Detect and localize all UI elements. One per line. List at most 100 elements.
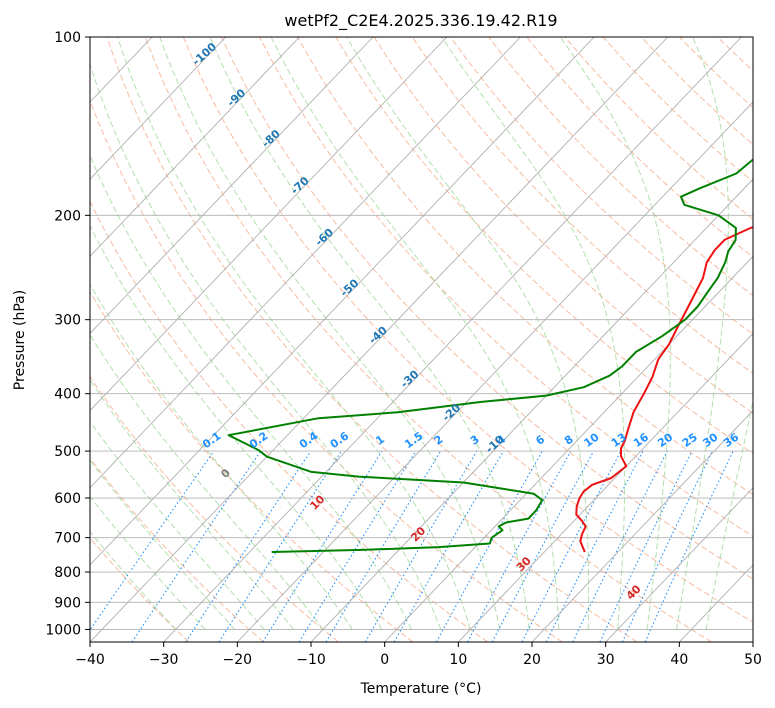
- dry-adiabat-line: [640, 37, 753, 146]
- mixing-ratio-line: [644, 450, 734, 642]
- dry-adiabat-line: [90, 290, 414, 642]
- dry-adiabat-line: [220, 37, 753, 580]
- isotherm-line: [90, 37, 300, 257]
- moist-adiabat-line: [559, 37, 671, 630]
- isotherm-line: [237, 101, 753, 642]
- y-tick-label: 700: [54, 531, 81, 547]
- y-tick-label: 300: [54, 313, 81, 329]
- mixing-ratio-label: 0.6: [328, 429, 352, 451]
- mixing-ratio-label: 36: [721, 430, 741, 450]
- dry-adiabat-line: [144, 37, 712, 642]
- isotherm-line: [90, 37, 595, 566]
- isotherm-label: -10: [483, 433, 507, 456]
- dry-adiabat-line: [90, 457, 264, 642]
- y-tick-label: 900: [54, 595, 81, 611]
- mixing-ratio-label: 3: [468, 433, 482, 448]
- dry-adiabat-label: 40: [624, 582, 644, 602]
- dry-adiabat-line: [259, 37, 753, 537]
- y-tick-label: 100: [54, 30, 81, 46]
- mixing-ratio-label: 1: [373, 433, 387, 448]
- dry-adiabat-line: [297, 37, 753, 496]
- moist-adiabat-line: [270, 37, 560, 630]
- isotherm-label: -40: [366, 324, 390, 347]
- isotherm-label: -100: [190, 40, 219, 68]
- mixing-ratio-label: 0.1: [200, 429, 223, 451]
- moist-adiabat-line: [90, 224, 383, 630]
- isotherm-line: [605, 487, 753, 642]
- moist-adiabat-line: [90, 62, 442, 630]
- mixing-ratio-line: [467, 450, 572, 642]
- moist-adiabat-line: [90, 531, 177, 630]
- dry-adiabat-line: [488, 37, 753, 297]
- moist-adiabat-line: [90, 379, 294, 630]
- isotherm-label: -90: [225, 86, 249, 109]
- isotherm-line: [310, 178, 753, 642]
- x-tick-label: 40: [670, 652, 688, 668]
- x-tick-label: −30: [149, 652, 179, 668]
- dry-adiabat-line: [678, 37, 753, 109]
- axes: −40 −30 −20 −10 0 10 20 30 40 5010020030040050060…: [45, 30, 762, 668]
- x-tick-label: 50: [744, 652, 762, 668]
- moist-adiabat-line: [346, 37, 590, 630]
- isotherm-label: -50: [338, 276, 362, 299]
- dry-adiabat-line: [526, 37, 753, 258]
- dry-adiabat-line: [90, 200, 488, 642]
- y-tick-label: 800: [54, 565, 81, 581]
- mixing-ratio-line: [572, 450, 668, 642]
- temperature-profile-line: [575, 226, 753, 553]
- isotherm-line: [384, 255, 753, 642]
- x-tick-label: −10: [296, 652, 326, 668]
- mixing-ratio-label: 0.2: [247, 429, 270, 451]
- mixing-ratio-line: [435, 450, 543, 642]
- isotherm-label: -70: [288, 174, 312, 197]
- plot-frame: [89, 36, 754, 643]
- mixing-ratio-label: 16: [631, 430, 651, 450]
- dry-adiabat-line: [717, 37, 753, 72]
- isotherm-line: [163, 37, 742, 642]
- moist-adiabat-line: [90, 333, 324, 630]
- dry-adiabat-line: [182, 37, 753, 623]
- mixing-ratio-label: 6: [533, 433, 547, 448]
- x-tick-label: −20: [223, 652, 253, 668]
- y-tick-label: 500: [54, 444, 81, 460]
- background-lines: [90, 37, 775, 642]
- isotherm-line: [90, 37, 521, 489]
- x-tick-label: 10: [449, 652, 467, 668]
- chart-title: wetPf2_C2E4.2025.336.19.42.R19: [284, 11, 557, 31]
- moist-adiabat-line: [90, 154, 412, 630]
- isotherm-label: -60: [313, 226, 337, 249]
- isotherm-label: -30: [398, 368, 422, 391]
- x-tick-label: 30: [597, 652, 615, 668]
- grid-lines: [0, 37, 753, 642]
- isotherm-line: [458, 332, 753, 642]
- isotherm-line: [90, 37, 669, 642]
- y-tick-label: 200: [54, 208, 81, 224]
- mixing-ratio-line: [298, 450, 417, 642]
- moist-adiabat-line: [90, 420, 265, 630]
- profile-lines: [227, 158, 753, 553]
- moist-adiabat-line: [676, 37, 729, 630]
- mixing-ratio-label: 2: [432, 433, 446, 448]
- dry-adiabat-line: [449, 37, 753, 335]
- line-labels: 0.1 0.2 0.4 0.6 1 1.5 2 3 4 6 8 10 13 16 20 25 30 36-100-…: [190, 40, 742, 603]
- dry-adiabat-label: 20: [408, 524, 428, 544]
- isotherm-line: [90, 37, 227, 180]
- isotherm-line: [0, 37, 5, 642]
- dry-adiabat-line: [756, 37, 775, 642]
- mixing-ratio-line: [90, 450, 215, 631]
- isotherm-line: [531, 409, 753, 642]
- mixing-ratio-line: [131, 450, 262, 642]
- mixing-ratio-label: 8: [562, 433, 576, 448]
- moist-adiabat-line: [209, 37, 530, 630]
- x-axis-title: Temperature (°C): [360, 681, 482, 697]
- dry-adiabat-line: [106, 37, 638, 642]
- mixing-ratio-label: 1.5: [402, 429, 425, 451]
- mixing-ratio-line: [185, 450, 312, 642]
- mixing-ratio-line: [218, 450, 342, 642]
- isotherm-line: [90, 37, 448, 412]
- dry-adiabat-line: [602, 37, 753, 183]
- isotherm-line: [679, 564, 753, 642]
- dry-adiabat-line: [90, 99, 563, 642]
- y-tick-label: 600: [54, 491, 81, 507]
- dry-adiabat-line: [411, 37, 753, 375]
